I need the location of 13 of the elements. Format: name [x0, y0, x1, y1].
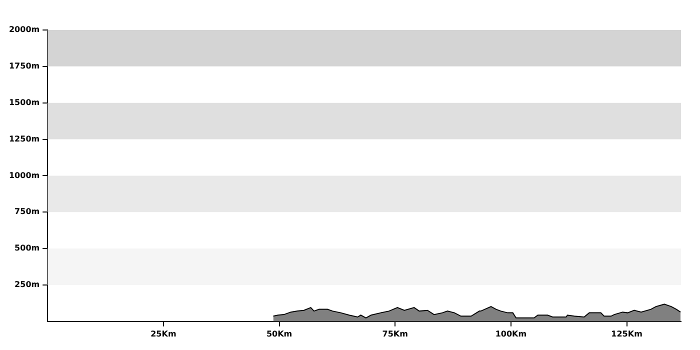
y-tick-label: 1000m — [8, 170, 40, 180]
x-tick-label: 50Km — [266, 329, 292, 338]
x-tick-label: 75Km — [382, 329, 408, 338]
y-tick-label: 250m — [14, 280, 40, 290]
x-tick-label: 125Km — [611, 329, 642, 338]
x-tick-label: 100Km — [495, 329, 527, 338]
y-tick-label: 1750m — [8, 62, 40, 71]
y-tick-label: 1500m — [8, 98, 40, 107]
x-tick-label: 25Km — [150, 329, 176, 338]
y-tick-label: 500m — [14, 244, 40, 253]
y-tick-label: 2000m — [8, 25, 40, 34]
y-tick-label: 750m — [14, 207, 40, 216]
y-tick-label: 1250m — [8, 134, 40, 144]
